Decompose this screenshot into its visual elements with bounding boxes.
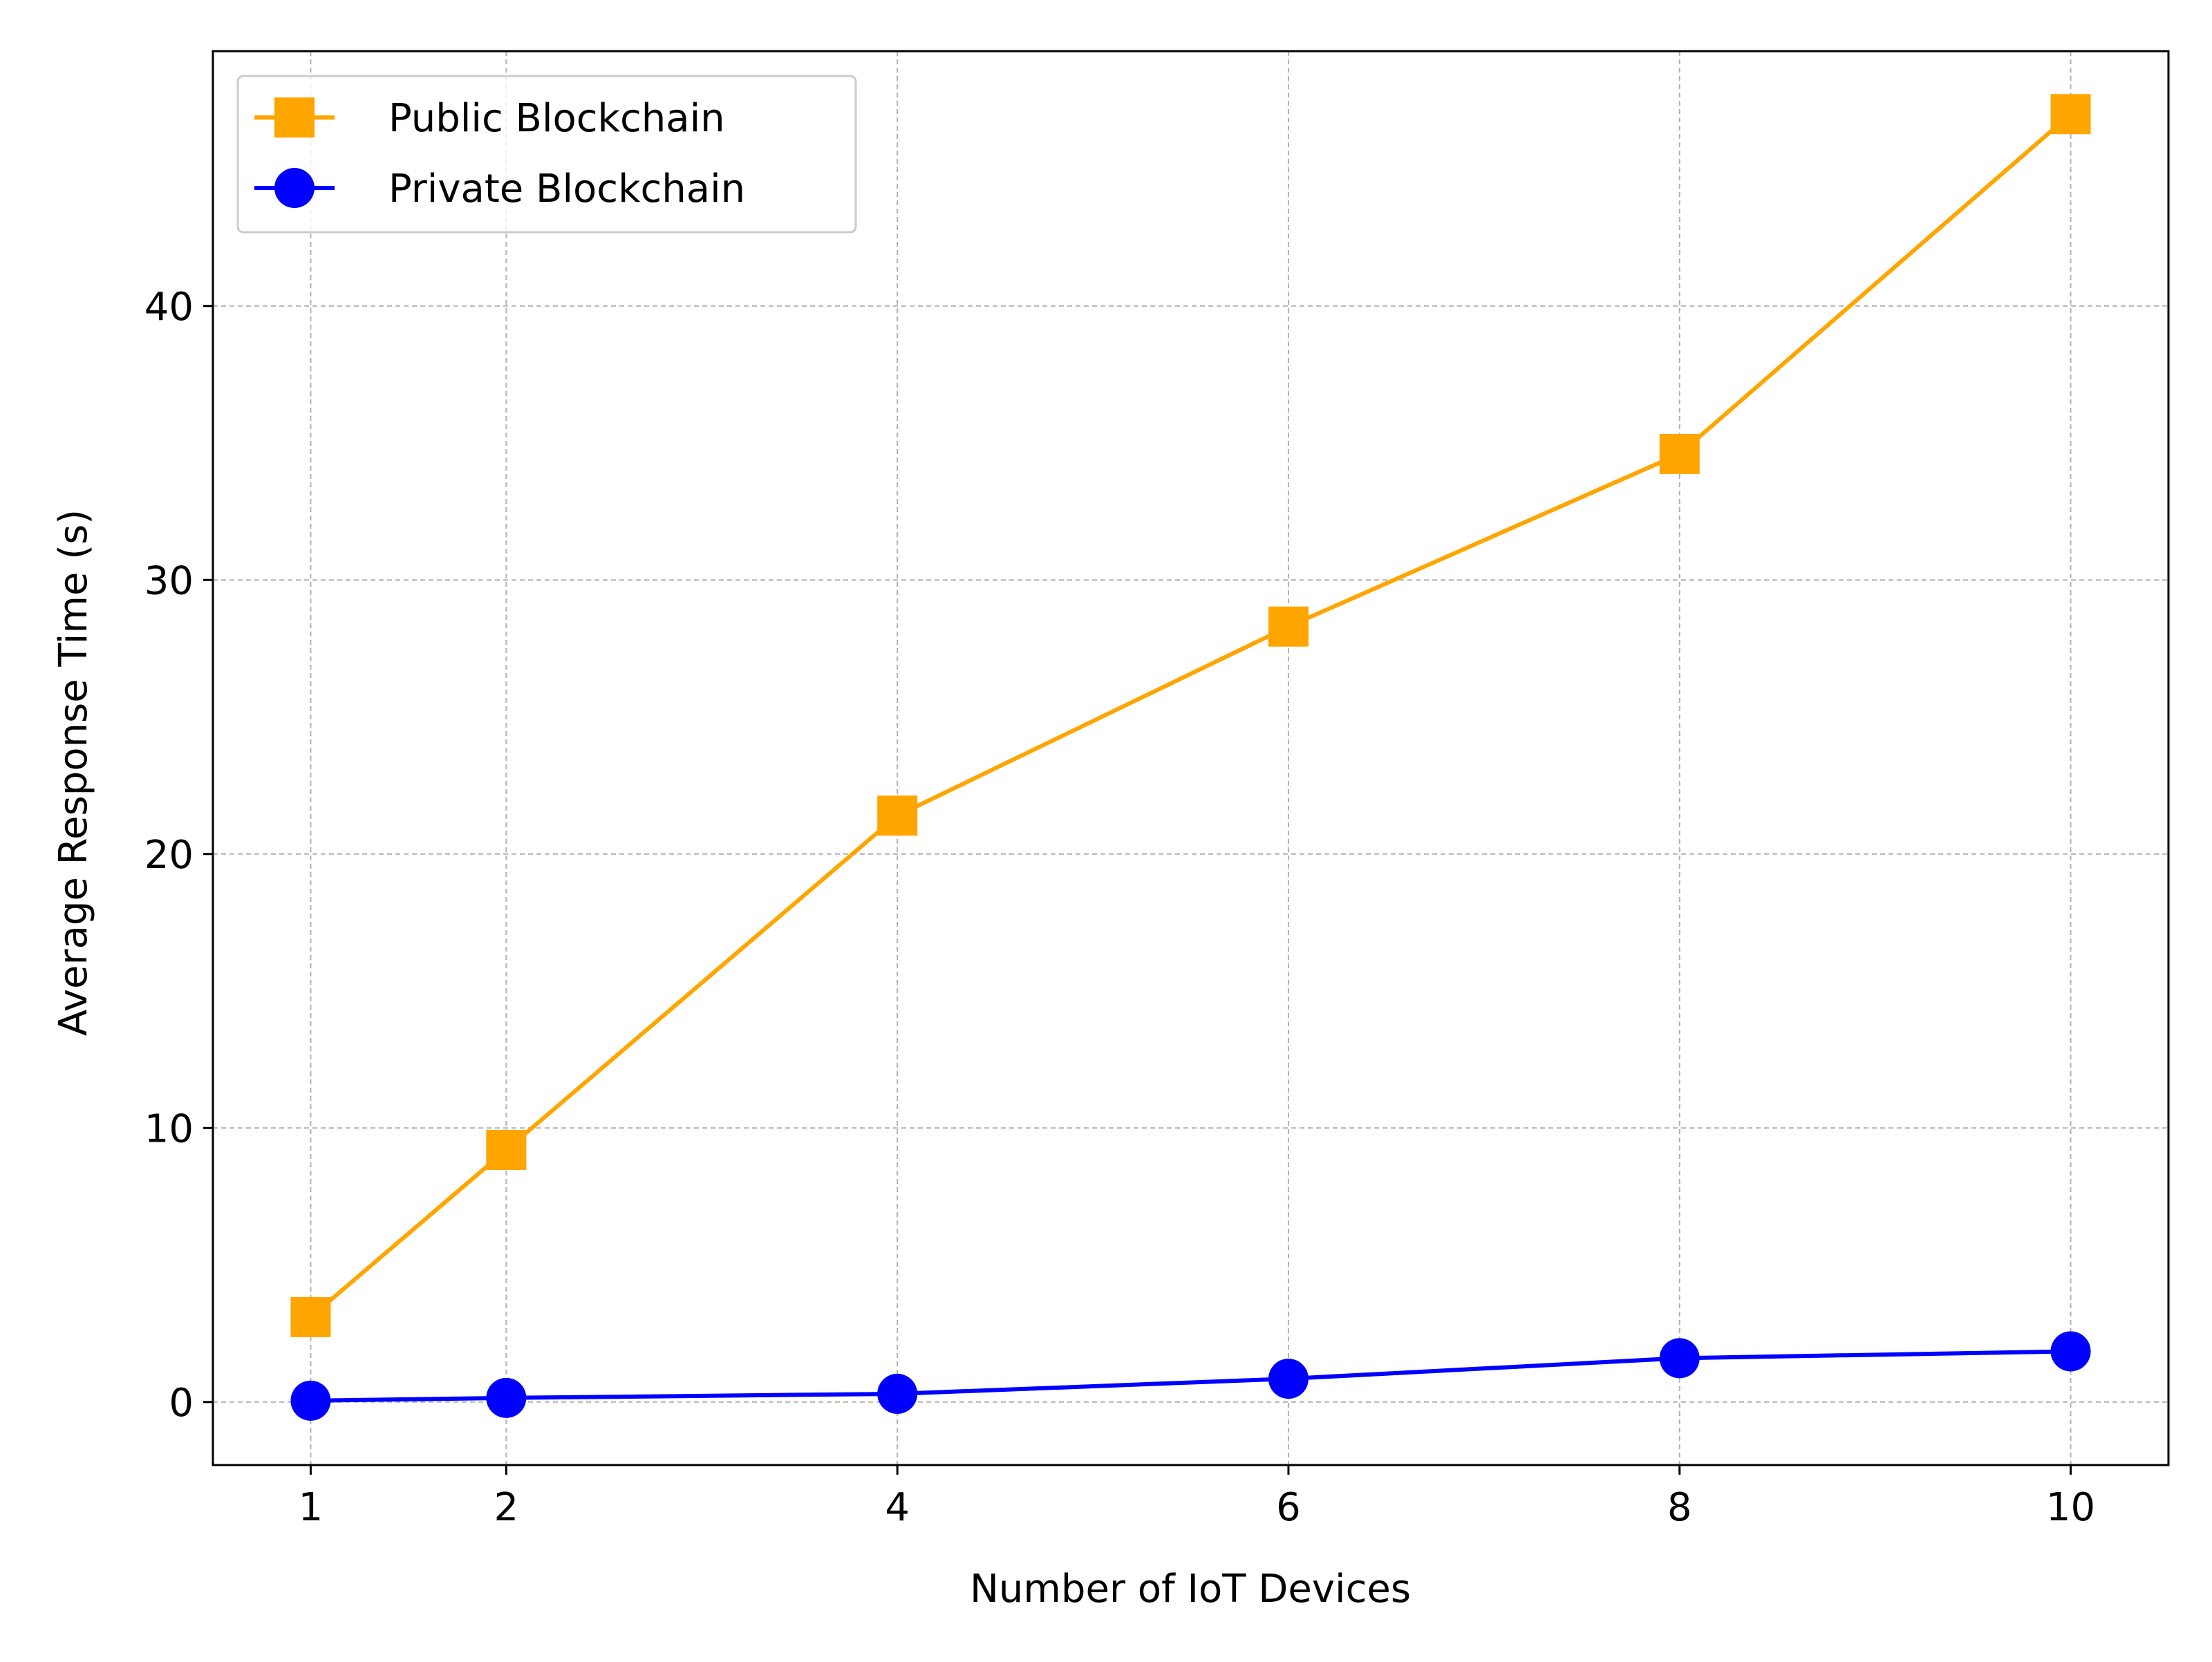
legend-marker bbox=[274, 97, 315, 138]
y-tick-label: 30 bbox=[144, 558, 194, 603]
data-point bbox=[1659, 1338, 1700, 1379]
series-line bbox=[309, 112, 2072, 1319]
legend-box bbox=[236, 75, 857, 234]
legend-marker bbox=[274, 168, 315, 208]
legend-item-public-blockchain: Public Blockchain bbox=[254, 96, 725, 141]
data-point bbox=[486, 1130, 527, 1171]
data-point bbox=[2050, 94, 2091, 135]
series-line bbox=[310, 1349, 2071, 1403]
data-point bbox=[1268, 1359, 1309, 1399]
x-tick-label: 8 bbox=[1667, 1485, 1692, 1530]
y-tick-label: 20 bbox=[144, 833, 194, 878]
data-point bbox=[877, 795, 918, 836]
series-private-blockchain bbox=[290, 1331, 2091, 1421]
x-tick-label: 1 bbox=[299, 1485, 324, 1530]
x-tick-label: 4 bbox=[885, 1485, 910, 1530]
data-point bbox=[877, 1373, 918, 1414]
legend-label: Private Blockchain bbox=[388, 167, 745, 211]
data-point bbox=[290, 1296, 331, 1337]
data-point bbox=[1659, 433, 1700, 474]
data-point bbox=[1268, 606, 1309, 647]
legend-label: Public Blockchain bbox=[388, 96, 725, 141]
x-tick-label: 6 bbox=[1276, 1485, 1301, 1530]
series-layer bbox=[290, 94, 2091, 1421]
data-point bbox=[290, 1380, 331, 1421]
ticks: 1 2 4 6 8 10 0 10 20 30 40 bbox=[144, 285, 2095, 1530]
y-tick-label: 10 bbox=[144, 1106, 194, 1151]
legend-item-private-blockchain: Private Blockchain bbox=[254, 167, 745, 211]
series-public-blockchain bbox=[290, 94, 2091, 1337]
legend: Public Blockchain Private Blockchain bbox=[236, 75, 857, 234]
y-axis-title: Average Response Time (s) bbox=[51, 509, 96, 1036]
data-point bbox=[486, 1377, 527, 1418]
y-tick-label: 40 bbox=[144, 285, 194, 330]
x-tick-label: 2 bbox=[494, 1485, 519, 1530]
plot-frame bbox=[212, 50, 2170, 1466]
data-point bbox=[2050, 1331, 2091, 1372]
y-tick-label: 0 bbox=[169, 1381, 194, 1426]
x-tick-label: 10 bbox=[2046, 1485, 2095, 1530]
x-axis-title: Number of IoT Devices bbox=[970, 1567, 1411, 1612]
grid bbox=[213, 51, 2168, 1465]
